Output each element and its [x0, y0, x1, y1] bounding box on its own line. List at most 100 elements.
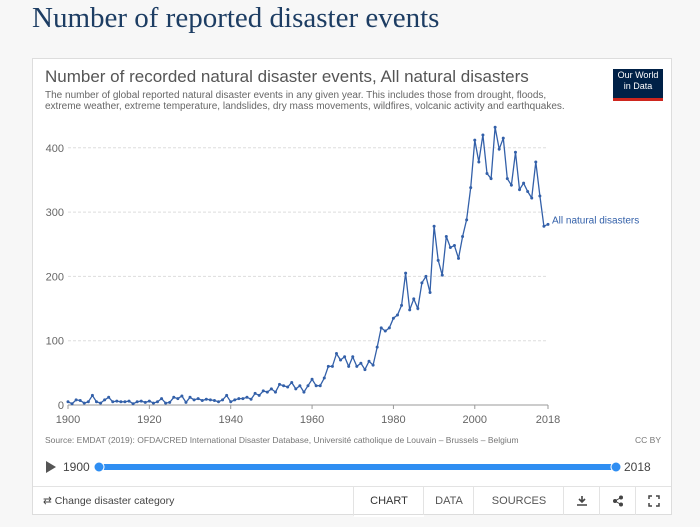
download-button[interactable] [563, 487, 600, 515]
data-point [436, 258, 440, 262]
data-point [522, 181, 526, 185]
data-point [493, 125, 497, 129]
data-point [249, 397, 253, 401]
data-point [131, 402, 135, 406]
data-point [489, 177, 493, 181]
data-point [526, 190, 530, 194]
fullscreen-icon [648, 495, 660, 507]
data-point [147, 399, 151, 403]
data-point [200, 398, 204, 402]
tab-data[interactable]: DATA [423, 487, 474, 515]
data-point [265, 390, 269, 394]
data-point [180, 394, 184, 398]
data-point [168, 400, 172, 404]
data-point [497, 147, 501, 151]
data-point [391, 316, 395, 320]
data-point [416, 307, 420, 311]
data-point [70, 402, 74, 406]
data-point [534, 160, 538, 164]
change-category[interactable]: ⇄ Change disaster category [43, 495, 175, 507]
y-tick-label: 200 [46, 271, 64, 283]
fullscreen-button[interactable] [635, 487, 672, 515]
data-point [294, 387, 298, 391]
share-button[interactable] [599, 487, 636, 515]
data-point [546, 222, 550, 226]
data-point [127, 399, 131, 403]
data-point [217, 400, 221, 404]
data-point [359, 361, 363, 365]
data-point [245, 395, 249, 399]
data-point [90, 393, 94, 397]
data-point [387, 326, 391, 330]
data-point [404, 271, 408, 275]
data-point [184, 400, 188, 404]
tab-sources[interactable]: SOURCES [473, 487, 564, 515]
data-point [465, 218, 469, 222]
data-point [94, 400, 98, 404]
data-point [111, 400, 115, 404]
timeline-start: 1900 [63, 460, 90, 474]
data-point [225, 393, 229, 397]
data-point [351, 355, 355, 359]
data-point [448, 245, 452, 249]
data-point [395, 313, 399, 317]
data-point [273, 390, 277, 394]
x-tick-label: 1940 [218, 414, 242, 426]
data-point [241, 397, 245, 401]
data-point [221, 398, 225, 402]
change-category-label: Change disaster category [54, 495, 175, 507]
data-point [310, 377, 314, 381]
timeline-handle[interactable] [610, 461, 622, 473]
data-point [107, 395, 111, 399]
data-point [363, 368, 367, 372]
data-point [188, 395, 192, 399]
data-point [237, 397, 241, 401]
data-point [461, 235, 465, 239]
data-point [334, 352, 338, 356]
data-point [82, 401, 86, 405]
data-point [505, 177, 509, 181]
data-point [123, 400, 127, 404]
data-point [176, 397, 180, 401]
data-point [383, 329, 387, 333]
data-point [424, 274, 428, 278]
series-label: All natural disasters [552, 215, 639, 226]
data-point [139, 399, 143, 403]
chart-title: Number of recorded natural disaster even… [45, 67, 529, 86]
chart-card: Number of recorded natural disaster even… [32, 58, 672, 517]
timeline-handle[interactable] [93, 461, 105, 473]
data-point [355, 364, 359, 368]
data-point [74, 398, 78, 402]
play-button[interactable] [46, 461, 56, 473]
data-point [330, 364, 334, 368]
data-point [208, 398, 212, 402]
data-point [257, 393, 261, 397]
data-point [306, 384, 310, 388]
data-point [412, 297, 416, 301]
x-tick-label: 1960 [300, 414, 324, 426]
data-point [261, 389, 265, 393]
data-point [160, 397, 164, 401]
data-point [367, 359, 371, 363]
data-point [513, 150, 517, 154]
data-point [444, 235, 448, 239]
chart-subtitle: The number of global reported natural di… [45, 90, 565, 112]
data-point [485, 172, 489, 176]
data-point [347, 364, 351, 368]
data-point [457, 256, 461, 260]
data-point [233, 398, 237, 402]
license[interactable]: CC BY [635, 435, 661, 445]
data-point [253, 391, 257, 395]
data-point [196, 397, 200, 401]
data-point [509, 183, 513, 187]
data-point [481, 133, 485, 137]
logo[interactable]: Our World in Data [613, 69, 663, 101]
share-icon [613, 495, 623, 507]
tab-chart[interactable]: CHART [353, 487, 424, 517]
data-point [518, 188, 522, 192]
data-point [135, 400, 139, 404]
y-tick-label: 0 [58, 400, 64, 412]
data-point [432, 224, 436, 228]
